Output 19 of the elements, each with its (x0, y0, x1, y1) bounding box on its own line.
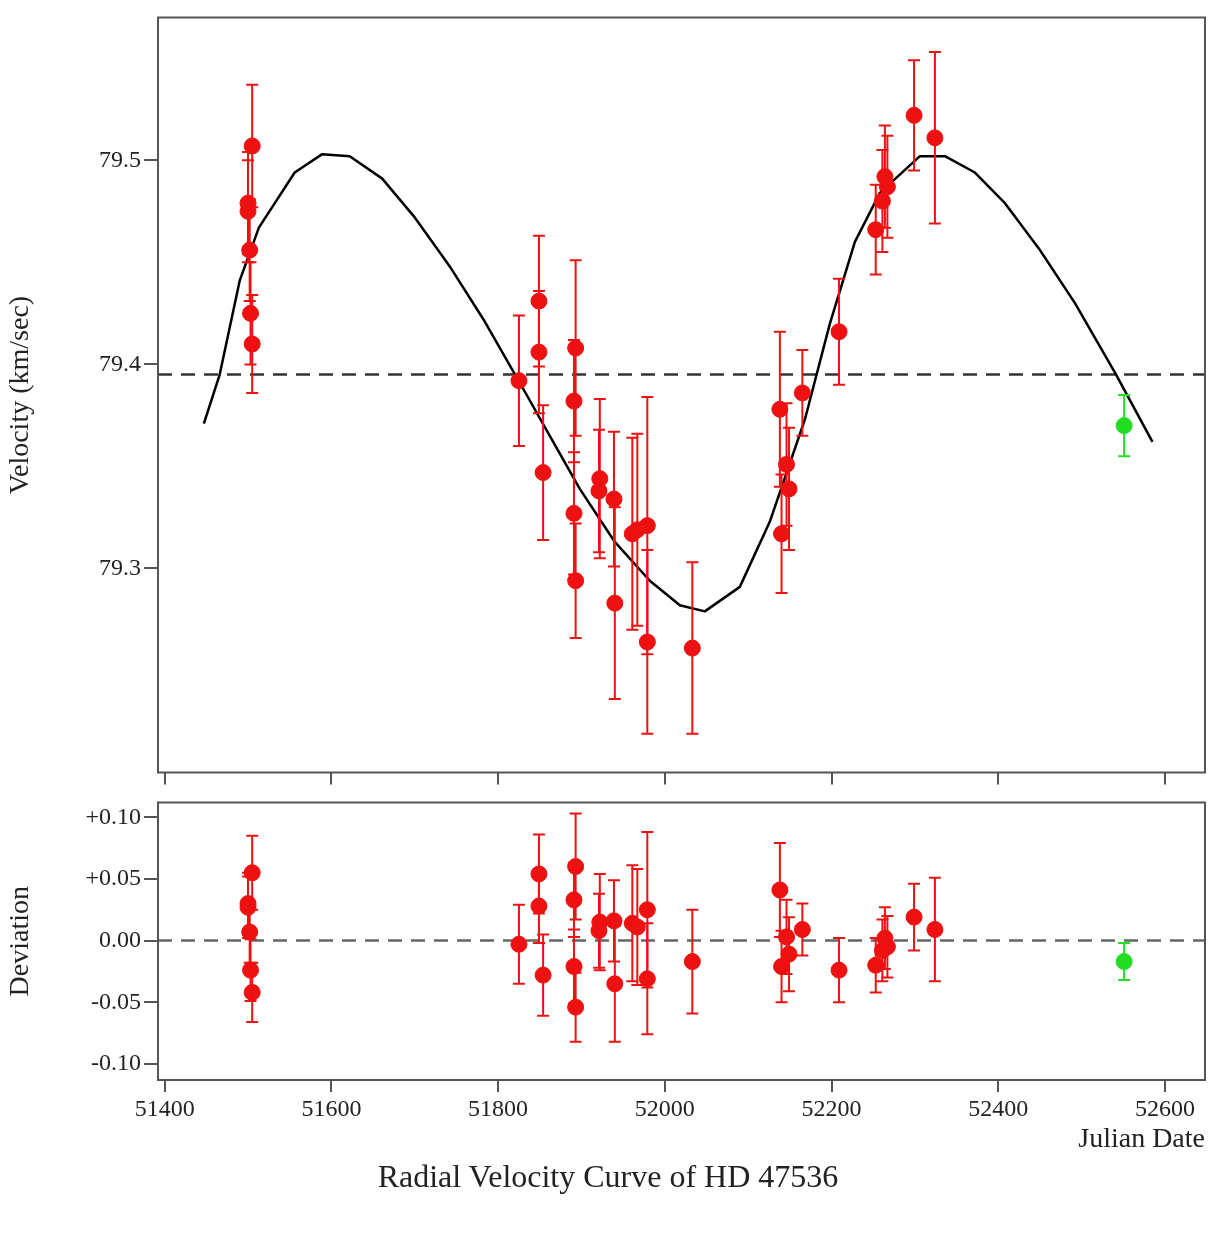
x-axis-title: Julian Date (1078, 1121, 1205, 1153)
y-tick-label: -0.05 (91, 987, 141, 1014)
y-axis-title: Deviation (3, 885, 35, 997)
x-tick-label: 52000 (634, 1094, 695, 1121)
x-tick-label: 51800 (468, 1094, 529, 1121)
x-tick-label: 51400 (134, 1094, 195, 1121)
y-tick-label: -0.10 (91, 1049, 141, 1076)
y-tick-label: 79.4 (99, 349, 141, 376)
x-tick-label: 52600 (1134, 1094, 1195, 1121)
y-tick-label: +0.10 (85, 802, 141, 829)
y-tick-label: 0.00 (99, 925, 141, 952)
y-tick-label: +0.05 (85, 864, 141, 891)
y-tick-label: 79.3 (99, 553, 141, 580)
x-tick-label: 51600 (301, 1094, 362, 1121)
y-axis-title: Velocity (km/sec) (3, 295, 35, 495)
x-tick-label: 52400 (968, 1094, 1029, 1121)
text: Radial Velocity Curve of HD 47536 (376, 1158, 840, 1195)
y-tick-label: 79.5 (99, 145, 141, 172)
x-tick-label: 52200 (801, 1094, 862, 1121)
